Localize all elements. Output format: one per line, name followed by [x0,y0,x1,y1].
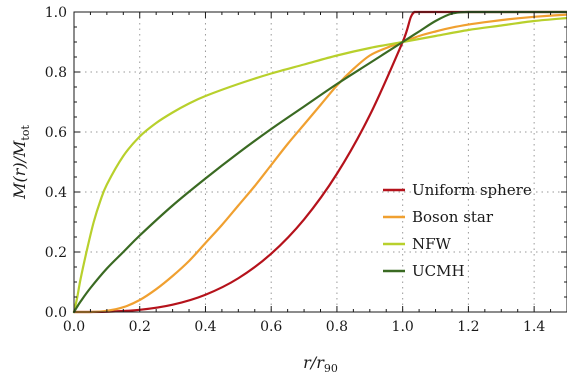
x-axis-label-main: r/r [303,353,325,372]
y-tick-label: 0.6 [45,125,67,141]
y-tick-label: 0.2 [45,245,67,261]
x-tick-label: 0.8 [326,319,348,335]
y-axis-label-subscript: tot [19,125,32,141]
legend-label-boson-star: Boson star [412,208,494,226]
y-axis-label: M(r)/Mtot [10,125,32,200]
legend-label-ucmh: UCMH [412,262,465,280]
y-tick-label: 0.8 [45,65,67,81]
legend-label-nfw: NFW [412,235,452,253]
legend: Uniform sphere Boson star NFW UCMH [383,181,532,280]
series-line-uniform-sphere [72,10,567,314]
axis-ticks: 0.0 0.2 0.4 0.6 0.8 1.0 1.2 1.4 0.0 0.2 0.4 0.6 0.8 1… [45,5,567,335]
series-lines [72,10,567,314]
series-line-boson-star [72,13,567,314]
x-tick-label: 1.4 [523,319,545,335]
x-tick-label: 1.0 [392,319,414,335]
y-tick-label: 1.0 [45,5,67,21]
y-tick-label: 0.4 [45,185,67,201]
x-tick-label: 1.2 [457,319,479,335]
x-tick-label: 0.0 [63,319,85,335]
series-line-ucmh [72,10,567,314]
plot-frame [73,11,567,313]
x-tick-label: 0.4 [194,319,216,335]
x-axis-label-subscript: 90 [324,362,338,375]
legend-label-uniform-sphere: Uniform sphere [412,181,532,199]
x-tick-label: 0.6 [260,319,282,335]
series-line-nfw [72,16,567,314]
x-tick-label: 0.2 [129,319,151,335]
grid [74,12,567,312]
x-axis-label: r/r90 [303,353,338,375]
y-axis-label-main: M(r)/M [10,140,29,200]
y-tick-label: 0.0 [45,305,67,321]
